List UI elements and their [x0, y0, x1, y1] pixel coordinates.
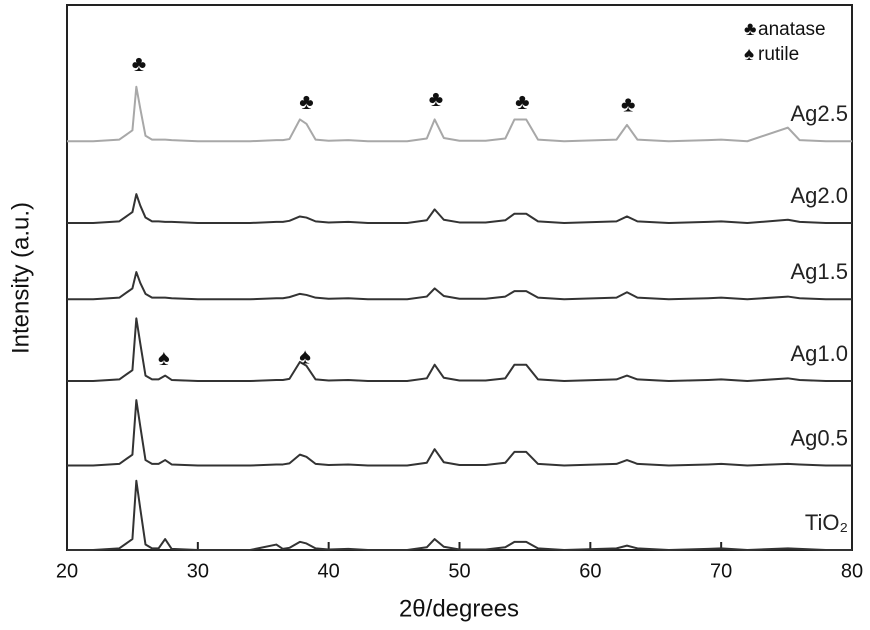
legend-label: anatase — [758, 19, 826, 40]
series-line — [67, 193, 852, 224]
phase-marker: ♠ — [299, 343, 311, 368]
phase-marker: ♣ — [429, 86, 443, 111]
x-axis-label: 2θ/degrees — [399, 595, 519, 622]
series-line — [67, 85, 852, 143]
x-tick-label: 20 — [56, 560, 78, 582]
series-label: Ag1.5 — [791, 259, 849, 284]
phase-marker: ♣ — [515, 89, 529, 114]
series-label: TiO₂ — [805, 510, 848, 535]
x-tick-label: 40 — [318, 560, 340, 582]
legend-symbol: ♠ — [744, 44, 754, 65]
x-tick-label: 60 — [579, 560, 601, 582]
x-tick-label: 50 — [448, 560, 470, 582]
series-label: Ag2.0 — [791, 183, 849, 208]
series-line — [67, 399, 852, 467]
series-label: Ag0.5 — [791, 425, 849, 450]
phase-marker: ♣ — [299, 89, 313, 114]
x-tick-label: 30 — [187, 560, 209, 582]
phase-marker: ♣ — [621, 92, 635, 117]
series-label: Ag2.5 — [791, 101, 849, 126]
legend-symbol: ♣ — [744, 19, 756, 40]
series-line — [67, 479, 852, 551]
series-line — [67, 271, 852, 301]
legend-label: rutile — [758, 44, 799, 65]
phase-marker: ♣ — [132, 51, 146, 76]
x-tick-label: 70 — [710, 560, 732, 582]
plot-frame — [66, 4, 853, 551]
phase-marker: ♠ — [158, 345, 170, 370]
y-axis-label: Intensity (a.u.) — [7, 202, 34, 354]
series-label: Ag1.0 — [791, 341, 849, 366]
x-tick-label: 80 — [841, 560, 863, 582]
series-line — [67, 317, 852, 383]
